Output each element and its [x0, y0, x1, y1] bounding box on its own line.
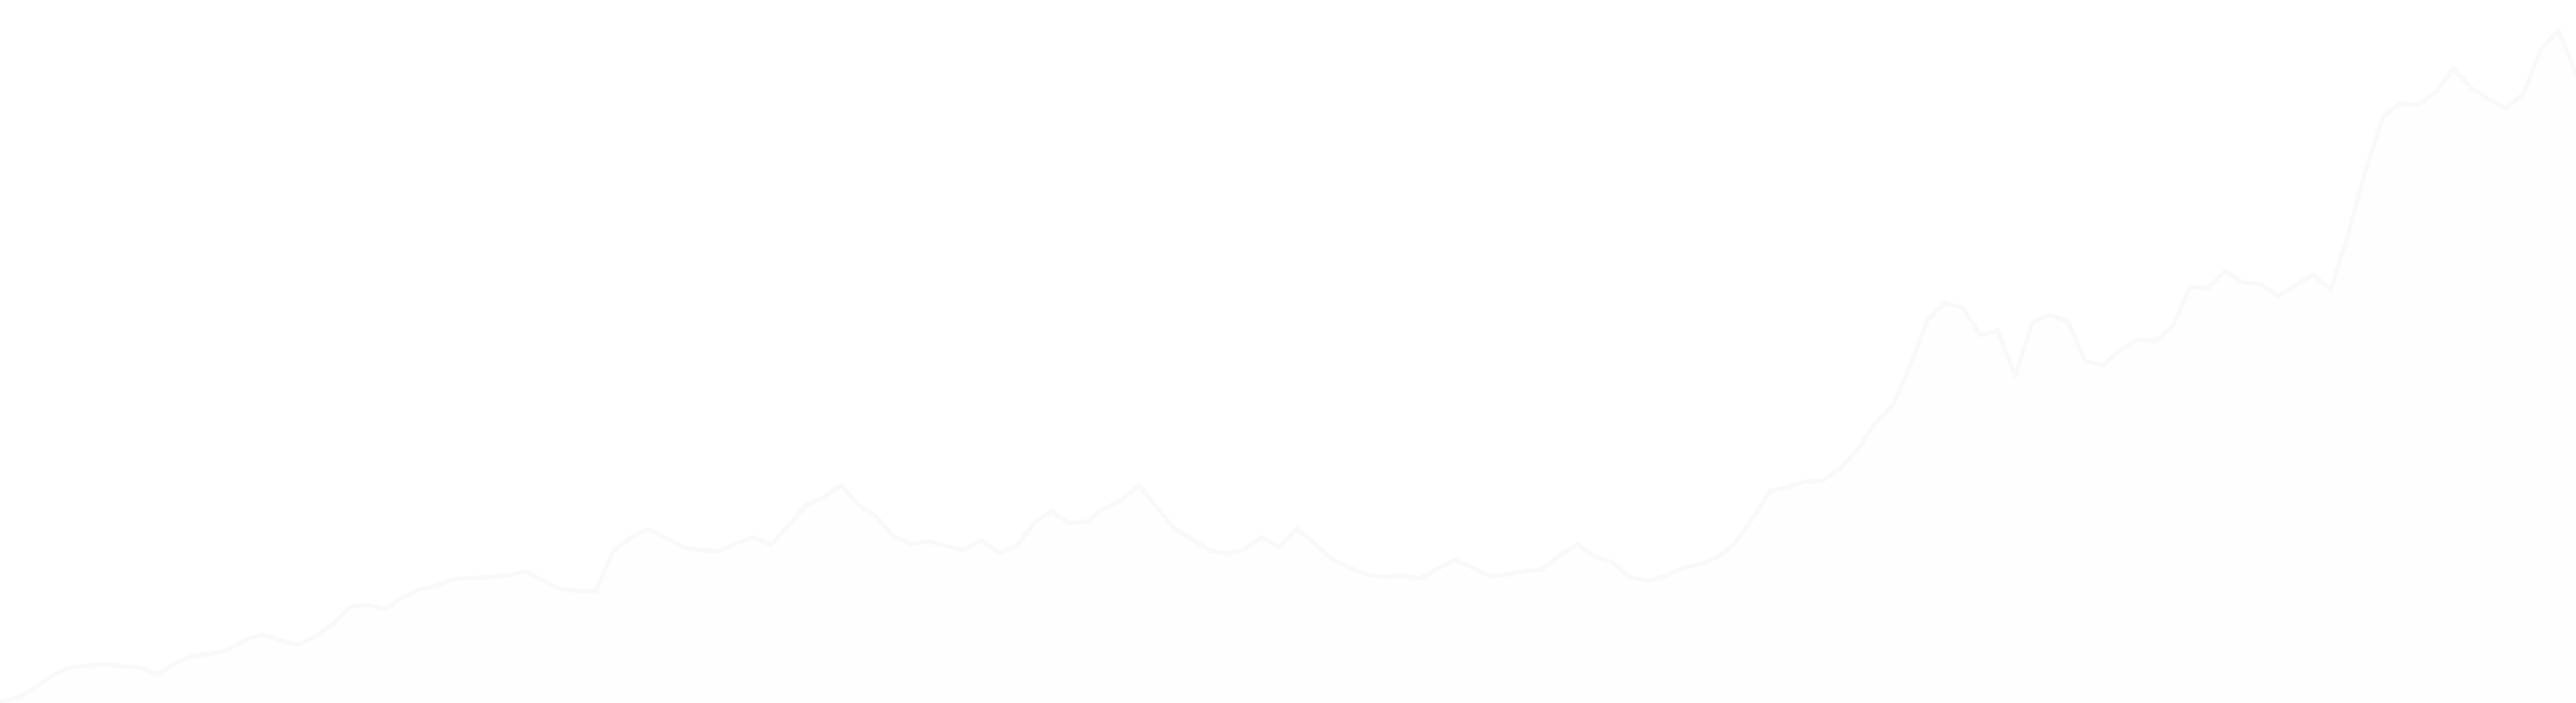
- series-group: [0, 28, 2576, 703]
- series-area-0: [0, 30, 2576, 703]
- series-line-0: [0, 28, 2576, 703]
